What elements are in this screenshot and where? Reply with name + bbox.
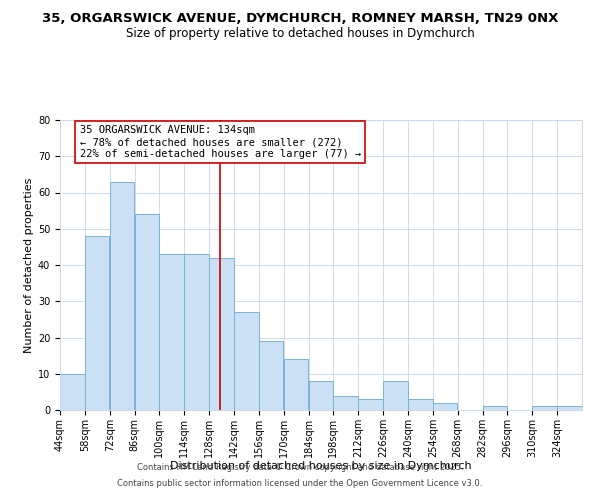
Text: Size of property relative to detached houses in Dymchurch: Size of property relative to detached ho… [125, 28, 475, 40]
Bar [433, 403, 457, 410]
Bar [160, 254, 184, 410]
Bar [334, 396, 358, 410]
Y-axis label: Number of detached properties: Number of detached properties [24, 178, 34, 352]
Bar [284, 359, 308, 410]
Bar [184, 254, 209, 410]
Bar [234, 312, 259, 410]
Bar [308, 381, 333, 410]
Text: Contains public sector information licensed under the Open Government Licence v3: Contains public sector information licen… [118, 478, 482, 488]
Bar [358, 399, 383, 410]
Bar [408, 399, 433, 410]
Bar [383, 381, 408, 410]
Bar [557, 406, 582, 410]
Bar [532, 406, 557, 410]
Bar [110, 182, 134, 410]
Bar [482, 406, 507, 410]
Bar [134, 214, 159, 410]
Bar [85, 236, 109, 410]
X-axis label: Distribution of detached houses by size in Dymchurch: Distribution of detached houses by size … [170, 461, 472, 471]
Text: Contains HM Land Registry data © Crown copyright and database right 2025.: Contains HM Land Registry data © Crown c… [137, 464, 463, 472]
Bar [259, 341, 283, 410]
Bar [209, 258, 234, 410]
Text: 35, ORGARSWICK AVENUE, DYMCHURCH, ROMNEY MARSH, TN29 0NX: 35, ORGARSWICK AVENUE, DYMCHURCH, ROMNEY… [42, 12, 558, 26]
Bar [60, 374, 85, 410]
Text: 35 ORGARSWICK AVENUE: 134sqm
← 78% of detached houses are smaller (272)
22% of s: 35 ORGARSWICK AVENUE: 134sqm ← 78% of de… [80, 126, 361, 158]
